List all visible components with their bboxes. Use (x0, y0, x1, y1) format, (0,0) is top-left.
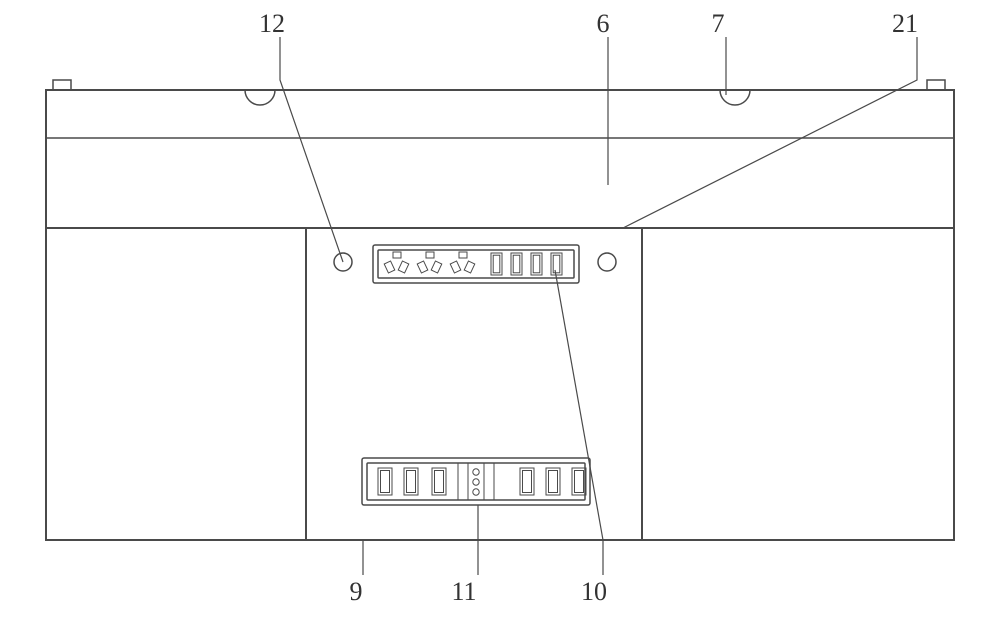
pin-icon (464, 261, 475, 273)
pin-icon (450, 261, 461, 273)
center-panel (306, 228, 642, 540)
center-panel-frame (306, 228, 642, 540)
leader-line (623, 37, 917, 228)
pin-icon (393, 252, 401, 258)
callout-labels: 12 6 7 21 9 11 10 (259, 9, 918, 606)
leader-lines (280, 37, 917, 575)
bottom-socket-strip (362, 458, 590, 505)
pin-icon (398, 261, 409, 273)
slot-icon (511, 253, 522, 275)
slot-icon (551, 253, 562, 275)
callout-label: 11 (451, 577, 476, 606)
callout-label: 6 (597, 9, 610, 38)
callout-label: 21 (892, 9, 918, 38)
top-notch (245, 90, 275, 105)
top-socket-strip (373, 245, 579, 283)
device-body (46, 80, 954, 540)
pin-icon (459, 252, 467, 258)
callout-label: 12 (259, 9, 285, 38)
top-tab (927, 80, 945, 90)
pin-icon (431, 261, 442, 273)
slot-icon (491, 253, 502, 275)
callout-label: 10 (581, 577, 607, 606)
top-tab (53, 80, 71, 90)
outer-shell (46, 90, 954, 540)
pin-icon (426, 252, 434, 258)
pin-icon (417, 261, 428, 273)
callout-label: 9 (350, 577, 363, 606)
pin-icon (384, 261, 395, 273)
slot-icon (531, 253, 542, 275)
callout-label: 7 (712, 9, 725, 38)
top-notch (720, 90, 750, 105)
leader-line (555, 270, 603, 575)
